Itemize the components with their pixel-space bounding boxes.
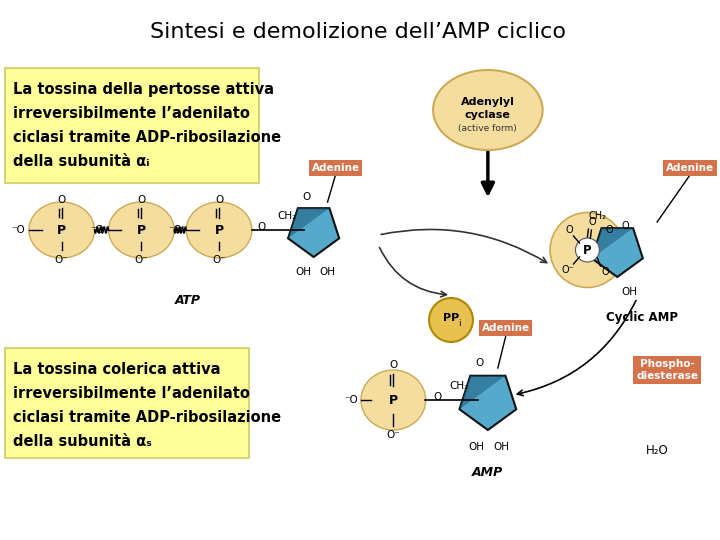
Text: OH: OH	[494, 442, 510, 452]
Text: ⁻O: ⁻O	[91, 225, 104, 235]
Text: P: P	[57, 224, 66, 237]
Text: O: O	[58, 195, 66, 205]
Text: O⁻: O⁻	[561, 265, 574, 275]
Text: cyclase: cyclase	[465, 110, 510, 120]
Ellipse shape	[361, 370, 426, 430]
Text: irreversibilmente l’adenilato: irreversibilmente l’adenilato	[13, 386, 250, 401]
Text: O: O	[621, 221, 629, 231]
Text: O: O	[215, 195, 223, 205]
Text: O: O	[606, 225, 613, 235]
Text: ciclasi tramite ADP-ribosilazione: ciclasi tramite ADP-ribosilazione	[13, 130, 281, 145]
Text: Adenine: Adenine	[666, 163, 714, 173]
Text: ciclasi tramite ADP-ribosilazione: ciclasi tramite ADP-ribosilazione	[13, 410, 281, 425]
Text: O⁻: O⁻	[135, 255, 148, 265]
Ellipse shape	[109, 202, 174, 258]
Text: P: P	[137, 224, 146, 237]
Text: ⁻O: ⁻O	[168, 225, 182, 235]
Text: Phospho-
diesterase: Phospho- diesterase	[636, 359, 698, 381]
Text: O: O	[138, 195, 145, 205]
Polygon shape	[459, 376, 505, 409]
Text: P: P	[215, 224, 224, 237]
Text: O⁻: O⁻	[212, 255, 226, 265]
Ellipse shape	[29, 202, 94, 258]
Text: O: O	[601, 267, 609, 277]
Text: O⁻: O⁻	[387, 430, 400, 440]
Text: ⁻O: ⁻O	[11, 225, 24, 235]
Text: della subunità αᵢ: della subunità αᵢ	[13, 154, 150, 169]
Text: della subunità αₛ: della subunità αₛ	[13, 434, 152, 449]
Ellipse shape	[433, 70, 543, 150]
Text: CH₂: CH₂	[277, 211, 297, 221]
Text: AMP: AMP	[472, 467, 503, 480]
Polygon shape	[288, 208, 330, 238]
Polygon shape	[592, 228, 643, 277]
Text: (active form): (active form)	[459, 124, 517, 132]
Text: La tossina della pertosse attiva: La tossina della pertosse attiva	[13, 82, 274, 97]
Text: Adenylyl: Adenylyl	[461, 97, 515, 107]
FancyBboxPatch shape	[5, 68, 259, 183]
Polygon shape	[592, 228, 633, 258]
Text: Cyclic AMP: Cyclic AMP	[606, 312, 678, 325]
Text: OH: OH	[621, 287, 637, 297]
Text: Adenine: Adenine	[482, 323, 530, 333]
Text: O: O	[389, 360, 397, 370]
Polygon shape	[459, 376, 516, 430]
Circle shape	[429, 298, 473, 342]
Text: P: P	[389, 394, 398, 407]
Text: Sintesi e demolizione dell’AMP ciclico: Sintesi e demolizione dell’AMP ciclico	[150, 22, 567, 42]
Text: ATP: ATP	[175, 294, 201, 307]
FancyBboxPatch shape	[5, 348, 249, 458]
Text: O: O	[566, 225, 573, 235]
Text: O⁻: O⁻	[55, 255, 68, 265]
Text: Adenine: Adenine	[312, 163, 359, 173]
Text: PP: PP	[443, 313, 459, 323]
Text: OH: OH	[296, 267, 312, 277]
Circle shape	[575, 238, 599, 262]
Text: irreversibilmente l’adenilato: irreversibilmente l’adenilato	[13, 106, 250, 121]
Text: O: O	[588, 217, 596, 227]
Polygon shape	[288, 208, 339, 257]
Text: i: i	[458, 320, 460, 328]
Text: H₂O: H₂O	[646, 443, 668, 456]
Text: P: P	[583, 244, 592, 256]
Ellipse shape	[186, 202, 252, 258]
Text: OH: OH	[320, 267, 336, 277]
Text: O: O	[476, 358, 484, 368]
Text: CH₂: CH₂	[449, 381, 469, 391]
Text: O: O	[433, 392, 441, 402]
Text: ⁻O: ⁻O	[345, 395, 359, 405]
Text: CH₂: CH₂	[588, 211, 606, 221]
Text: O: O	[258, 222, 266, 232]
Ellipse shape	[550, 213, 625, 287]
Text: O: O	[302, 192, 311, 202]
Text: OH: OH	[468, 442, 484, 452]
Text: La tossina colerica attiva: La tossina colerica attiva	[13, 362, 220, 377]
